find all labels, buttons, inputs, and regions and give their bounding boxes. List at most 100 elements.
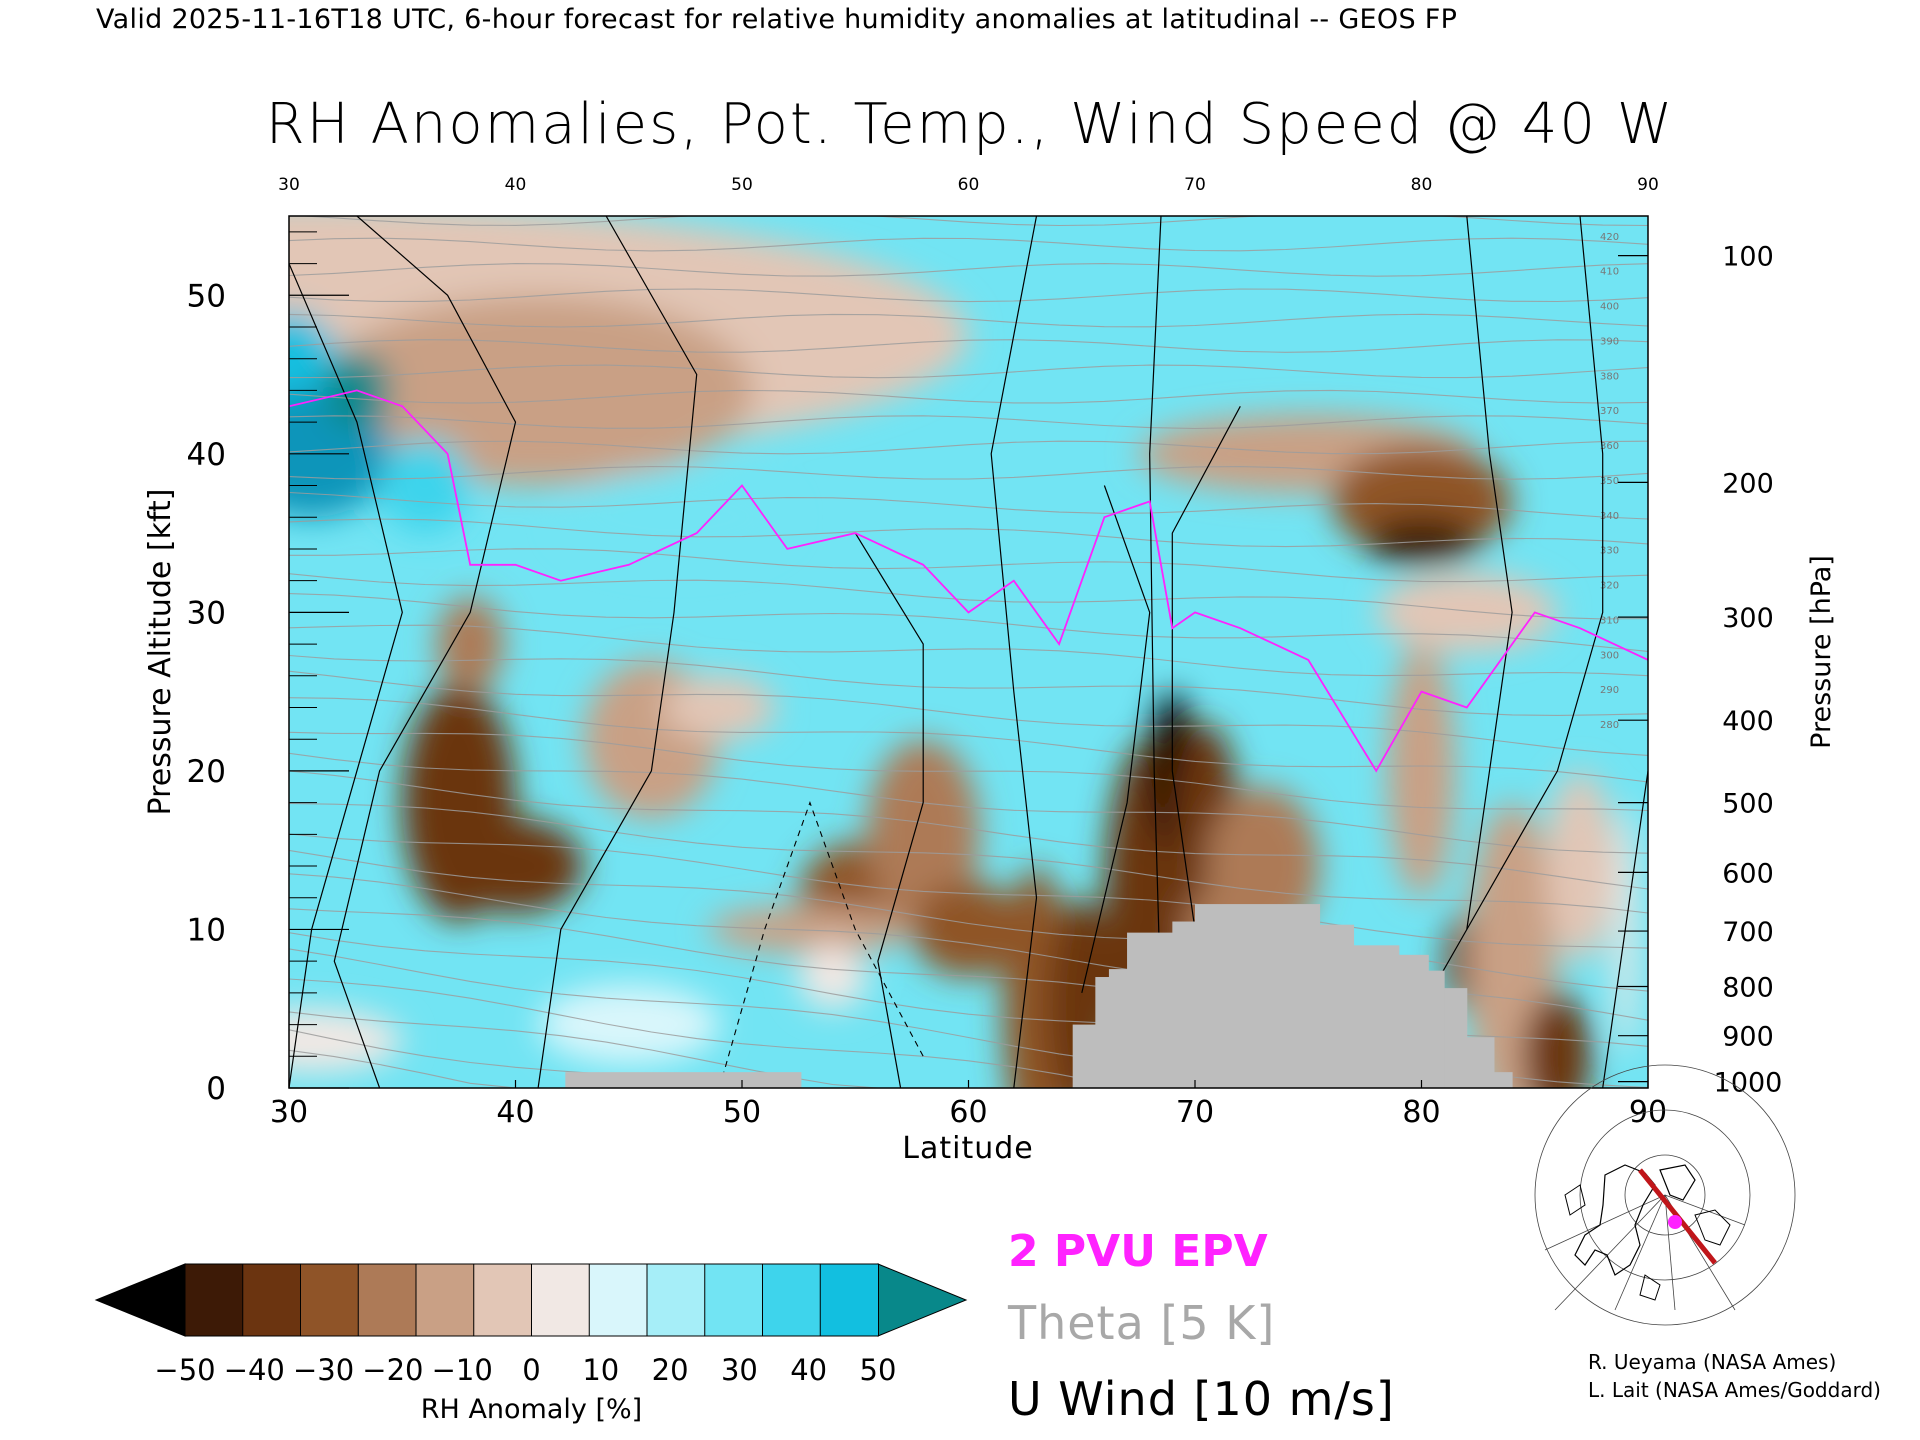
colorbar-tick-label: 20 (652, 1353, 689, 1387)
terrain-block (1108, 969, 1128, 1088)
legend-epv: 2 PVU EPV (1008, 1226, 1268, 1277)
theta-label: 370 (1600, 406, 1619, 417)
terrain-block (1493, 1072, 1513, 1088)
pressure-tick-label: 100 (1722, 242, 1774, 273)
pressure-tick-label: 700 (1722, 917, 1774, 948)
epv-2pvu-contour (289, 389, 1648, 773)
theta-label: 390 (1600, 336, 1619, 347)
theta-label: 380 (1600, 371, 1619, 382)
y-tick-label: 50 (187, 278, 226, 314)
colorbar-segment (184, 1263, 244, 1337)
colorbar-label: RH Anomaly [%] (421, 1394, 642, 1425)
colorbar-tick-label: −10 (432, 1353, 493, 1387)
colorbar-segment (300, 1263, 360, 1337)
y-axis-label: Pressure Altitude [kft] (143, 489, 178, 816)
pressure-tick-label: 600 (1722, 858, 1774, 889)
epv-contour (289, 389, 1648, 773)
x-top-tick-label: 80 (1411, 175, 1433, 195)
x-tick-label: 90 (1629, 1095, 1667, 1130)
wind-contour (1375, 216, 1604, 1088)
chart-title: RH Anomalies, Pot. Temp., Wind Speed @ 4… (265, 92, 1675, 157)
colorbar-tick-label: 40 (790, 1353, 827, 1387)
axes: 3030404050506060707080809090010203040501… (143, 175, 1837, 1166)
pressure-tick-label: 300 (1722, 603, 1774, 634)
terrain-mask (565, 904, 1513, 1088)
y-tick-label: 0 (206, 1071, 226, 1107)
wind-contour (1171, 406, 1241, 930)
pressure-tick-label: 200 (1722, 468, 1774, 499)
pressure-tick-label: 500 (1722, 789, 1774, 820)
x-top-tick-label: 70 (1184, 175, 1206, 195)
legend-theta: Theta [5 K] (1008, 1296, 1276, 1350)
terrain-block (1466, 1037, 1495, 1088)
terrain-block (1127, 932, 1173, 1088)
colorbar-segment (762, 1263, 822, 1337)
theta-label: 290 (1600, 685, 1619, 696)
x-tick-label: 70 (1176, 1095, 1214, 1130)
colorbar-segment (415, 1263, 475, 1337)
credit-line: L. Lait (NASA Ames/Goddard) (1588, 1378, 1881, 1402)
theta-label: 400 (1600, 302, 1619, 313)
theta-label: 310 (1600, 615, 1619, 626)
colorbar-tick-label: 30 (721, 1353, 758, 1387)
x-tick-label: 50 (723, 1095, 761, 1130)
y2-axis-label: Pressure [hPa] (1806, 555, 1837, 749)
pressure-tick-label: 400 (1722, 706, 1774, 737)
terrain-block (1398, 954, 1429, 1088)
colorbar: −50 −40 −30 −20 −10 0 10 20 30 40 50 RH Anomaly [%] (94, 1263, 968, 1425)
terrain-block (1072, 1024, 1096, 1088)
wind-contour (333, 216, 517, 1088)
legend-u-wind: U Wind [10 m/s] (1008, 1372, 1395, 1426)
colorbar-tick-label: 10 (582, 1353, 619, 1387)
colorbar-segment (473, 1263, 533, 1337)
terrain-block (1095, 977, 1110, 1088)
colorbar-tick-label: −20 (362, 1353, 423, 1387)
colorbar-segment (646, 1263, 706, 1337)
x-tick-label: 80 (1402, 1095, 1440, 1130)
theta-label: 340 (1600, 511, 1619, 522)
u-wind-contours (289, 216, 1648, 1088)
theta-label: 410 (1600, 267, 1619, 278)
x-tick-label: 30 (270, 1095, 308, 1130)
y-tick-label: 40 (187, 437, 226, 473)
x-tick-label: 60 (949, 1095, 987, 1130)
colorbar-segment (819, 1263, 879, 1337)
header-text: Valid 2025-11-16T18 UTC, 6-hour forecast… (96, 4, 1458, 35)
colorbar-segment (242, 1263, 302, 1337)
y-tick-label: 30 (187, 595, 226, 631)
wind-contour (854, 532, 924, 1088)
x-top-tick-label: 40 (505, 175, 527, 195)
wind-contour (1602, 770, 1648, 1088)
terrain-block (1353, 945, 1400, 1088)
colorbar-segment (357, 1263, 417, 1337)
colorbar-low-arrow (94, 1263, 186, 1337)
colorbar-segment (588, 1263, 648, 1337)
wind-contour (1466, 216, 1513, 930)
theta-label: 360 (1600, 441, 1619, 452)
terrain-block (1195, 904, 1321, 1088)
x-axis-label: Latitude (902, 1131, 1033, 1166)
colorbar-segment (704, 1263, 764, 1337)
pressure-tick-label: 800 (1722, 973, 1774, 1004)
credit-line: R. Ueyama (NASA Ames) (1588, 1350, 1837, 1374)
wind-contour (1081, 485, 1151, 994)
colorbar-high-arrow (877, 1263, 968, 1337)
terrain-block (565, 1072, 802, 1088)
terrain-block (1444, 988, 1468, 1088)
pressure-tick-label: 1000 (1714, 1068, 1783, 1099)
terrain-block (1319, 924, 1355, 1088)
polar-map-icon (1534, 1064, 1796, 1326)
colorbar-tick-label: −30 (293, 1353, 354, 1387)
x-tick-label: 40 (496, 1095, 534, 1130)
wind-contour (1149, 216, 1162, 1009)
terrain-block (1428, 970, 1445, 1088)
theta-label: 320 (1600, 581, 1619, 592)
theta-label: 420 (1600, 232, 1619, 243)
wind-contour (289, 263, 403, 1088)
theta-label: 350 (1600, 476, 1619, 487)
theta-contours: 420 410 400 390 380 370 360 350 340 330 320 310 300 2… (289, 216, 1648, 1088)
theta-label: 300 (1600, 650, 1619, 661)
x-top-tick-label: 90 (1637, 175, 1659, 195)
x-top-tick-label: 30 (278, 175, 300, 195)
colorbar-tick-label: 0 (522, 1353, 540, 1387)
